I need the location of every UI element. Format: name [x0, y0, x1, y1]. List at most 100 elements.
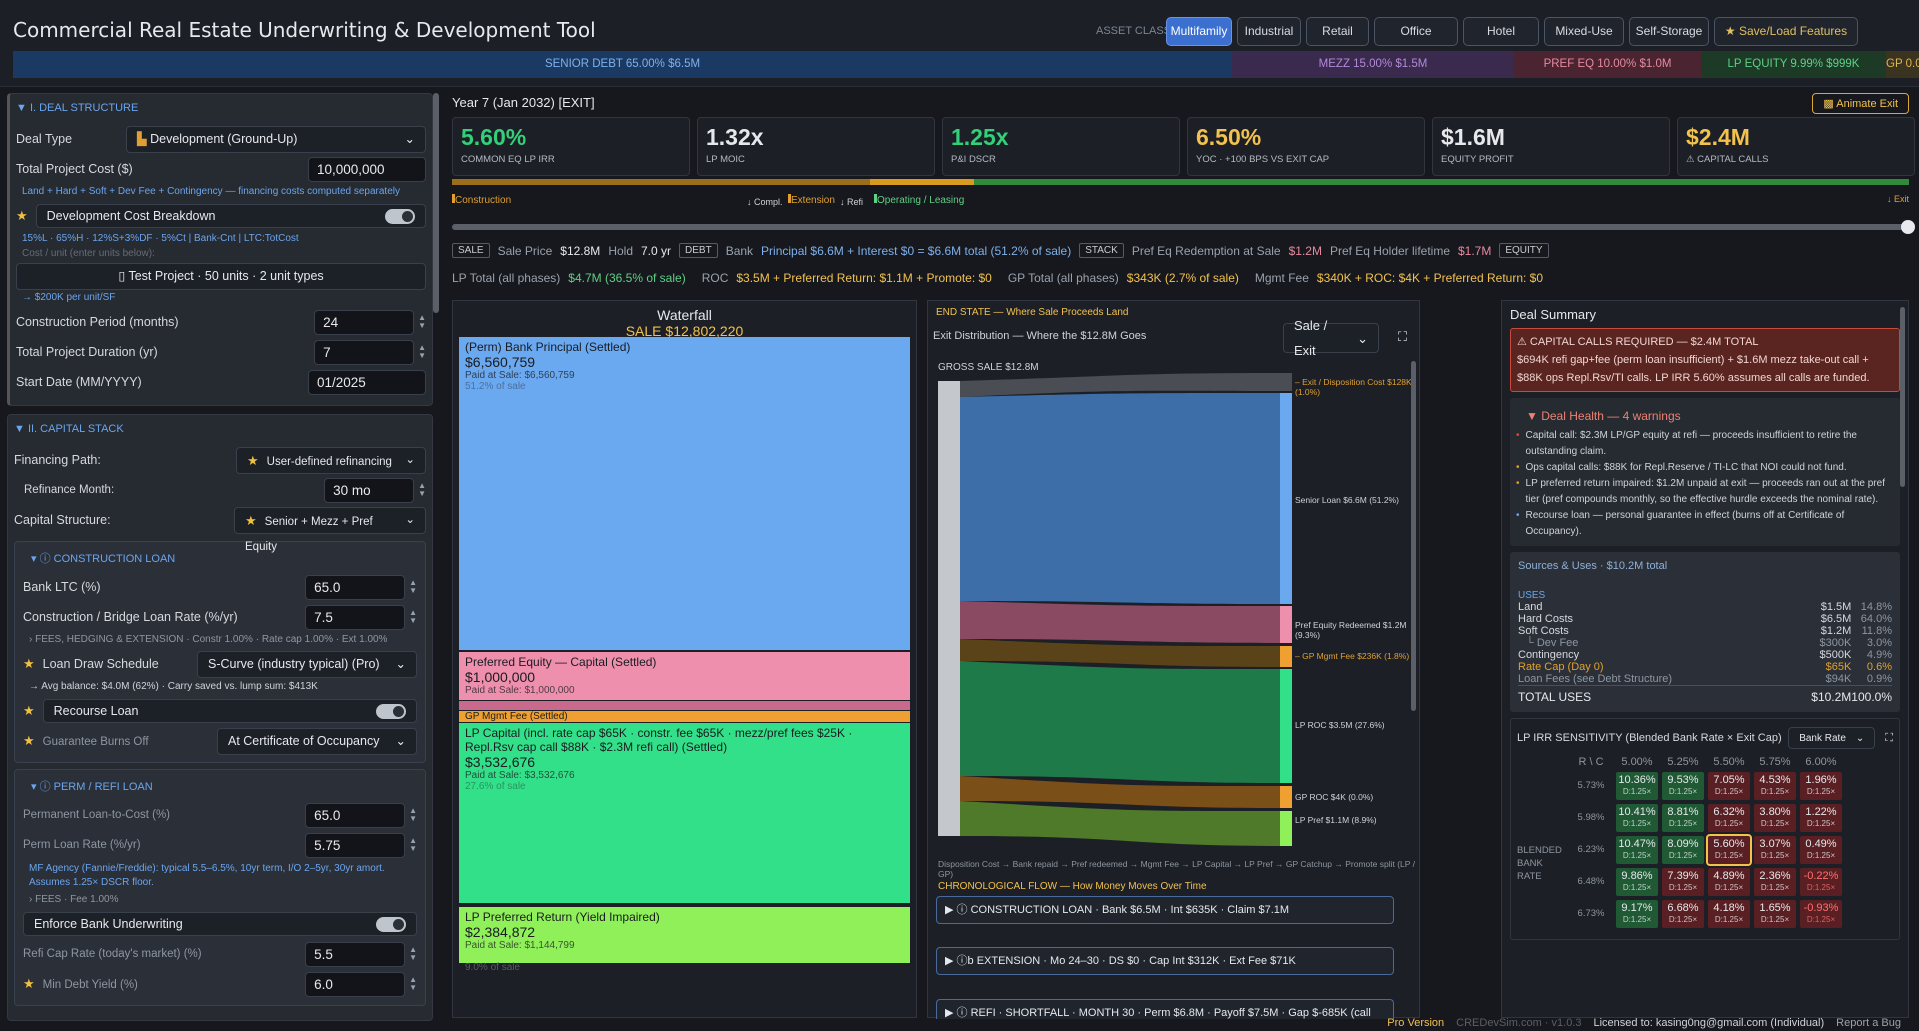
- stepper-icon[interactable]: ▲ ▼: [418, 481, 426, 498]
- sankey-flow-lp-roc: [960, 661, 1280, 783]
- sensitivity-cell[interactable]: 4.18% D:1.25×: [1708, 900, 1750, 928]
- save-load-button[interactable]: ★ Save/Load Features: [1714, 17, 1858, 46]
- fees-hedging-toggle[interactable]: › FEES, HEDGING & EXTENSION · Constr 1.0…: [29, 634, 388, 645]
- start-date-input[interactable]: 01/2025: [308, 369, 426, 395]
- enforce-underwriting-row[interactable]: Enforce Bank Underwriting: [23, 912, 417, 936]
- perm-loan-title[interactable]: ▾ ⓘ PERM / REFI LOAN: [31, 781, 153, 793]
- perm-rate-input[interactable]: 5.75: [305, 832, 406, 858]
- sankey-mode-select[interactable]: Sale / Exit ⌄: [1283, 318, 1379, 358]
- sensitivity-cell[interactable]: 7.05% D:1.25×: [1708, 772, 1750, 800]
- sensitivity-cell[interactable]: 6.32% D:1.25×: [1708, 804, 1750, 832]
- enforce-underwriting-toggle[interactable]: [376, 916, 406, 932]
- tab-retail[interactable]: Retail: [1306, 17, 1369, 46]
- tab-industrial[interactable]: Industrial: [1237, 17, 1301, 46]
- debt-yield-input[interactable]: 6.0: [305, 971, 406, 997]
- sensitivity-cell[interactable]: 9.53% D:1.25×: [1662, 772, 1704, 800]
- sensitivity-cell[interactable]: 6.68% D:1.25×: [1662, 900, 1704, 928]
- stepper-icon[interactable]: ▲ ▼: [409, 806, 417, 823]
- perm-ltc-input[interactable]: 65.0: [305, 802, 406, 828]
- sensitivity-cell[interactable]: 9.86% D:1.25×: [1616, 868, 1658, 896]
- sensitivity-cell[interactable]: 10.36% D:1.25×: [1616, 772, 1658, 800]
- test-project-button[interactable]: ▯ Test Project · 50 units · 2 unit types: [16, 263, 426, 290]
- recourse-toggle[interactable]: [376, 703, 406, 719]
- sensitivity-cell[interactable]: 10.41% D:1.25×: [1616, 804, 1658, 832]
- expand-icon[interactable]: ⛶: [1885, 731, 1893, 744]
- sensitivity-cell[interactable]: 1.65% D:1.25×: [1754, 900, 1796, 928]
- chron-extension-row[interactable]: ▶ ⓘb EXTENSION · Mo 24–30 · DS $0 · Cap …: [936, 947, 1394, 975]
- sensitivity-cell[interactable]: 0.49% D:1.25×: [1800, 836, 1842, 864]
- sensitivity-cell[interactable]: -0.93% D:1.25×: [1800, 900, 1842, 928]
- stepper-icon[interactable]: ▲ ▼: [409, 578, 417, 595]
- construction-rate-input[interactable]: 7.5: [305, 604, 406, 630]
- sensitivity-cell[interactable]: 4.89% D:1.25×: [1708, 868, 1750, 896]
- tab-office[interactable]: Office: [1374, 17, 1458, 46]
- refi-month-input[interactable]: 30 mo: [324, 477, 415, 503]
- perm-fees-toggle[interactable]: › FEES · Fee 1.00%: [29, 894, 119, 905]
- stepper-icon[interactable]: ▲ ▼: [409, 975, 417, 992]
- draw-schedule-select[interactable]: S-Curve (industry typical) (Pro) ⌄: [197, 650, 417, 678]
- waterfall-title: Waterfall: [657, 307, 712, 323]
- gross-sale-label: GROSS SALE $12.8M: [938, 362, 1039, 373]
- sensitivity-cell[interactable]: -0.22% D:1.25×: [1800, 868, 1842, 896]
- waterfall-lp-pref-block[interactable]: LP Preferred Return (Yield Impaired) $2,3…: [459, 907, 910, 963]
- stepper-icon[interactable]: ▲ ▼: [418, 313, 426, 330]
- recourse-row[interactable]: Recourse Loan: [42, 699, 417, 723]
- report-bug-link[interactable]: Report a Bug: [1836, 1017, 1901, 1029]
- deal-health-title[interactable]: ▼ Deal Health — 4 warnings: [1526, 409, 1681, 423]
- sensitivity-select[interactable]: Bank Rate ⌄: [1788, 727, 1876, 749]
- sensitivity-cell-current[interactable]: 5.60% D:1.25×: [1706, 834, 1752, 866]
- stepper-icon[interactable]: ▲ ▼: [409, 836, 417, 853]
- tab-hotel[interactable]: Hotel: [1463, 17, 1539, 46]
- refi-cap-input[interactable]: 5.5: [305, 941, 406, 967]
- duration-input[interactable]: 7: [314, 339, 415, 365]
- construction-period-input[interactable]: 24: [314, 309, 415, 335]
- slider-handle[interactable]: [1901, 220, 1915, 234]
- bank-ltc-input[interactable]: 65.0: [305, 574, 406, 600]
- left-scrollbar[interactable]: [433, 93, 439, 313]
- stepper-icon[interactable]: ▲ ▼: [409, 608, 417, 625]
- sensitivity-cell[interactable]: 7.39% D:1.25×: [1662, 868, 1704, 896]
- stepper-icon[interactable]: ▲ ▼: [409, 945, 417, 962]
- breakdown-toggle[interactable]: [385, 208, 415, 224]
- sensitivity-cell[interactable]: 8.09% D:1.25×: [1662, 836, 1704, 864]
- waterfall-pref-return-block[interactable]: [459, 701, 910, 710]
- cost-note: Land + Hard + Soft + Dev Fee + Contingen…: [22, 186, 400, 197]
- cost-breakdown-toggle-row[interactable]: Development Cost Breakdown: [35, 204, 426, 228]
- waterfall-gp-fee-block[interactable]: GP Mgmt Fee (Settled): [459, 711, 910, 722]
- tab-self-storage[interactable]: Self-Storage: [1629, 17, 1709, 46]
- capital-structure-select[interactable]: ★ Senior + Mezz + Pref Equity ⌄: [234, 506, 426, 553]
- guarantee-burn-select[interactable]: At Certificate of Occupancy ⌄: [217, 727, 417, 755]
- capital-stack-title[interactable]: ▼ II. CAPITAL STACK: [14, 423, 124, 435]
- animate-exit-button[interactable]: ▩ Animate Exit: [1812, 93, 1909, 114]
- timeline-slider[interactable]: [452, 220, 1915, 234]
- sensitivity-cell[interactable]: 10.47% D:1.25×: [1616, 836, 1658, 864]
- sensitivity-cell[interactable]: 4.53% D:1.25×: [1754, 772, 1796, 800]
- chron-refi-row[interactable]: ▶ ⓘ REFI · SHORTFALL · MONTH 30 · Perm $…: [936, 999, 1394, 1019]
- waterfall-bank-block[interactable]: (Perm) Bank Principal (Settled) $6,560,75…: [459, 337, 910, 650]
- tab-mixed-use[interactable]: Mixed-Use: [1544, 17, 1624, 46]
- sensitivity-cell[interactable]: 1.22% D:1.25×: [1800, 804, 1842, 832]
- construction-loan-title[interactable]: ▾ ⓘ CONSTRUCTION LOAN: [31, 553, 176, 565]
- sensitivity-cell[interactable]: 3.07% D:1.25×: [1754, 836, 1796, 864]
- summary-scrollbar[interactable]: [1900, 307, 1905, 487]
- tab-multifamily[interactable]: Multifamily: [1166, 17, 1232, 46]
- expand-icon[interactable]: ⛶: [1397, 329, 1407, 344]
- deal-type-select[interactable]: ▙ Development (Ground-Up) ⌄: [126, 125, 426, 153]
- chron-construction-row[interactable]: ▶ ⓘ CONSTRUCTION LOAN · Bank $6.5M · Int…: [936, 896, 1394, 924]
- waterfall-lp-capital-block[interactable]: LP Capital (incl. rate cap $65K · constr…: [459, 723, 910, 903]
- kpi-card: $1.6M EQUITY PROFIT: [1432, 117, 1670, 176]
- financing-path-select[interactable]: ★ User-defined refinancing ⌄: [236, 446, 426, 474]
- sensitivity-cell[interactable]: 3.80% D:1.25×: [1754, 804, 1796, 832]
- sensitivity-cell[interactable]: 1.96% D:1.25×: [1800, 772, 1842, 800]
- waterfall-pref-block[interactable]: Preferred Equity — Capital (Settled) $1,0…: [459, 652, 910, 700]
- total-cost-input[interactable]: 10,000,000: [308, 156, 426, 182]
- deal-structure-title[interactable]: ▼ I. DEAL STRUCTURE: [16, 102, 139, 114]
- sensitivity-cell[interactable]: 8.81% D:1.25×: [1662, 804, 1704, 832]
- sankey-scrollbar[interactable]: [1411, 361, 1416, 711]
- asset-class-label: ASSET CLASS:: [1096, 25, 1175, 37]
- sources-uses-title[interactable]: Sources & Uses · $10.2M total: [1518, 560, 1668, 572]
- building-icon: ▙: [137, 131, 151, 146]
- stepper-icon[interactable]: ▲ ▼: [418, 343, 426, 360]
- sensitivity-cell[interactable]: 9.17% D:1.25×: [1616, 900, 1658, 928]
- sensitivity-cell[interactable]: 2.36% D:1.25×: [1754, 868, 1796, 896]
